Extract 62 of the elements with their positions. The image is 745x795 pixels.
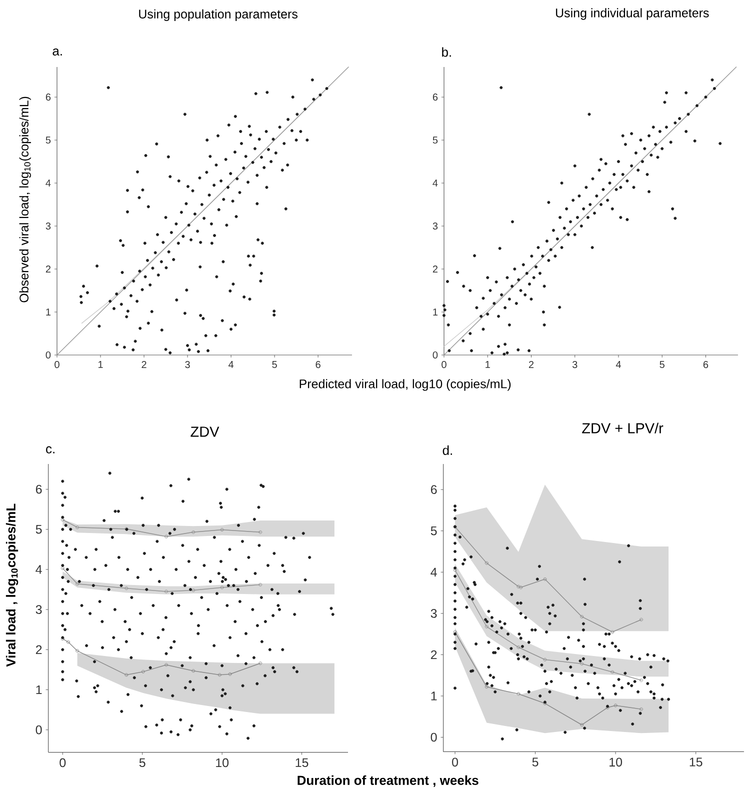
- x-tick-label: 10: [216, 758, 229, 768]
- y-tick-label: 5: [36, 525, 42, 534]
- y-tick-label: 1: [431, 692, 437, 700]
- y-tick-label: 2: [430, 650, 437, 660]
- text: c.: [46, 446, 54, 454]
- x-tick-label: 4: [228, 361, 234, 368]
- x-tick-label: 6: [703, 361, 708, 368]
- x-tick-label: 15: [690, 758, 702, 766]
- y-tick-label: 0: [430, 732, 437, 742]
- y-tick-label: 2: [46, 266, 50, 273]
- y-tick-label: 5: [430, 526, 437, 536]
- y-tick-label: 2: [432, 266, 438, 273]
- y-tick-label: 5: [46, 136, 51, 144]
- x-tick-label: 6: [316, 361, 320, 368]
- y-tick-label: 0: [36, 725, 42, 734]
- y-tick-label: 3: [430, 608, 437, 618]
- x-tick-label: 0: [452, 758, 458, 767]
- y-tick-label: 6: [430, 485, 437, 494]
- y-tick-label: 3: [432, 222, 438, 230]
- x-tick-label: 5: [139, 758, 146, 768]
- y-tick-label: 1: [36, 685, 42, 694]
- x-tick-label: 1: [486, 361, 490, 368]
- x-tick-label: 15: [296, 758, 308, 768]
- x-tick-label: 5: [272, 361, 277, 368]
- x-tick-label: 5: [660, 361, 664, 368]
- y-tick-label: 6: [432, 94, 438, 101]
- y-tick-label: 3: [46, 222, 51, 230]
- x-tick-label: 2: [142, 361, 146, 368]
- x-tick-label: 10: [610, 758, 622, 767]
- x-axis-title: Predicted viral load, log10 (copies/mL): [300, 379, 511, 391]
- x-tick-label: 0: [54, 361, 60, 368]
- chart-title: ZDV + LPV/r: [582, 422, 664, 434]
- chart-title: Using individual parameters: [556, 8, 709, 20]
- x-tick-label: 0: [60, 758, 66, 768]
- y-tick-label: 2: [36, 645, 42, 654]
- y-tick-label: 6: [36, 484, 42, 494]
- y-tick-label: 4: [430, 568, 437, 576]
- y-tick-label: 3: [36, 605, 42, 614]
- x-tick-label: 1: [98, 361, 103, 368]
- x-tick-label: 4: [616, 361, 621, 368]
- y-tick-label: 4: [46, 180, 51, 186]
- text: b.: [442, 47, 451, 57]
- y-axis-title: Viral load , log$_{10}$copies/mL: [6, 504, 18, 667]
- y-tick-label: 4: [36, 565, 42, 574]
- text: a.: [52, 48, 62, 56]
- x-tick-label: 5: [532, 758, 538, 766]
- text: d.: [442, 445, 452, 455]
- y-tick-label: 0: [46, 351, 51, 359]
- y-tick-label: 4: [432, 180, 438, 186]
- x-tick-label: 0: [442, 361, 446, 368]
- y-tick-label: 6: [46, 94, 51, 101]
- x-axis-title: Duration of treatment , weeks: [298, 775, 478, 787]
- x-tick-label: 2: [528, 361, 534, 368]
- y-tick-label: 1: [433, 308, 438, 316]
- chart-title: Using population parameters: [139, 9, 298, 21]
- y-tick-label: 0: [432, 351, 438, 359]
- y-tick-label: 1: [46, 308, 51, 316]
- x-tick-label: 3: [572, 361, 578, 368]
- y-tick-label: 5: [432, 136, 438, 144]
- x-tick-label: 3: [185, 361, 190, 368]
- y-axis-title: Observed viral load, log$_{10}$(copies/mL): [19, 96, 31, 302]
- chart-title: ZDV: [190, 426, 220, 437]
